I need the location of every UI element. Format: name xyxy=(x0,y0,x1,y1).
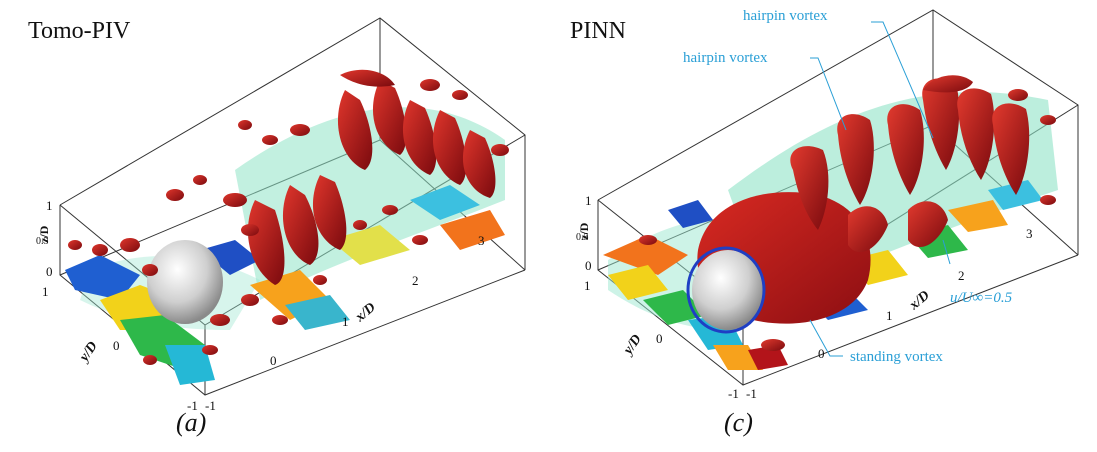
svg-text:1: 1 xyxy=(46,198,53,213)
svg-text:1: 1 xyxy=(585,193,592,208)
panel-c-title: PINN xyxy=(570,18,627,44)
panel-a-ylabel: y/D xyxy=(76,339,101,366)
panel-c-annotation-iso: u/U∞=0.5 xyxy=(950,290,1013,306)
panel-c-zlabel: z/D xyxy=(577,222,591,240)
svg-text:1: 1 xyxy=(886,308,893,323)
svg-text:0.5: 0.5 xyxy=(36,236,49,247)
panel-c-label: (c) xyxy=(724,408,753,437)
panel-c-hairpin-vortices xyxy=(639,75,1056,351)
panel-c-ticks: 1 0.5 0 1 0 -1 -1 0 1 2 3 xyxy=(576,193,1033,401)
panel-a-sphere xyxy=(147,240,223,324)
svg-text:2: 2 xyxy=(412,273,419,288)
panel-c-annotation-leaders xyxy=(809,21,951,357)
svg-text:-1: -1 xyxy=(728,386,739,401)
panel-c-sphere xyxy=(692,250,764,330)
svg-text:0.5: 0.5 xyxy=(576,232,589,243)
svg-text:2: 2 xyxy=(958,268,965,283)
panel-a-title: Tomo-PIV xyxy=(28,18,131,44)
panel-c: PINN xyxy=(548,0,1097,452)
panel-c-plot: hairpin vortex hairpin vortex u/U∞=0.5 s… xyxy=(576,8,1079,401)
svg-text:-1: -1 xyxy=(746,386,757,401)
panel-c-annotation-standing: standing vortex xyxy=(850,349,943,365)
svg-text:1: 1 xyxy=(342,314,349,329)
panel-a: Tomo-PIV xyxy=(0,0,548,452)
svg-text:0: 0 xyxy=(46,264,53,279)
svg-text:1: 1 xyxy=(584,278,591,293)
svg-text:0: 0 xyxy=(656,331,663,346)
svg-text:0: 0 xyxy=(270,353,277,368)
svg-text:0: 0 xyxy=(585,258,592,273)
svg-text:3: 3 xyxy=(1026,226,1033,241)
panel-c-xlabel: x/D xyxy=(906,288,932,314)
svg-text:0: 0 xyxy=(818,346,825,361)
svg-text:1: 1 xyxy=(42,284,49,299)
panel-c-sphere-ring xyxy=(686,246,766,334)
panel-a-ticks: 1 0.5 0 1 0 -1 -1 0 1 2 3 xyxy=(36,198,485,413)
svg-text:0: 0 xyxy=(113,338,120,353)
panel-a-zlabel: z/D xyxy=(37,225,51,243)
panel-c-ylabel: y/D xyxy=(620,332,645,359)
svg-text:-1: -1 xyxy=(205,398,216,413)
panel-a-vortices xyxy=(68,69,509,365)
panel-a-xlabel: x/D xyxy=(352,300,378,326)
panel-a-label: (a) xyxy=(176,408,207,437)
svg-text:-1: -1 xyxy=(187,398,198,413)
panel-c-annotation-hairpin-mid: hairpin vortex xyxy=(683,50,768,66)
svg-text:3: 3 xyxy=(478,233,485,248)
panel-a-plot: 1 0.5 0 1 0 -1 -1 0 1 2 3 z/D y/D x/D xyxy=(36,17,526,413)
panel-c-annotation-hairpin-top: hairpin vortex xyxy=(743,8,828,24)
